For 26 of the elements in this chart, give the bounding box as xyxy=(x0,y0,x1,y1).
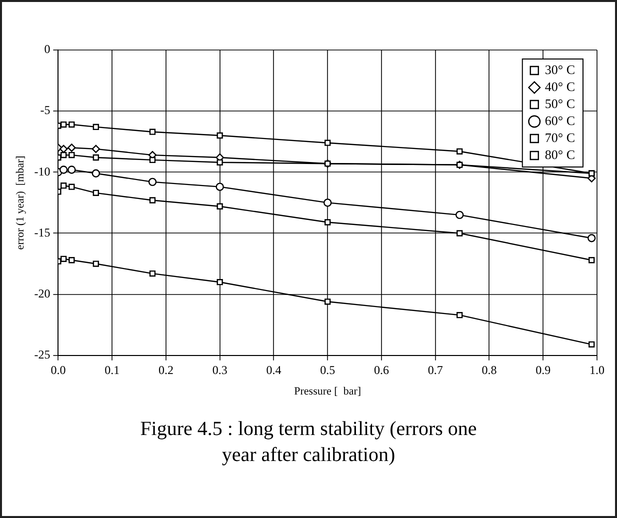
x-axis-title: Pressure [ bar] xyxy=(294,385,362,398)
y-tick-label: -15 xyxy=(34,225,50,240)
legend-label: 70° C xyxy=(544,130,576,145)
legend-label: 50° C xyxy=(544,96,576,111)
legend-label: 40° C xyxy=(544,78,576,94)
y-tick-label: -10 xyxy=(34,164,50,178)
y-tick-label: 0 xyxy=(44,42,50,56)
x-tick-label: 0.0 xyxy=(50,362,66,377)
x-tick-label: 0.5 xyxy=(320,362,336,377)
x-tick-label: 0.7 xyxy=(428,362,443,377)
y-axis-title: error (1 year) [mbar] xyxy=(14,156,26,250)
x-tick-label: 0.2 xyxy=(158,362,174,377)
x-tick-label: 0.3 xyxy=(212,362,228,377)
legend-label: 30° C xyxy=(544,62,576,77)
y-tick-label: -5 xyxy=(40,103,50,118)
x-tick-label: 0.6 xyxy=(374,362,389,377)
x-tick-label: 0.1 xyxy=(104,362,120,377)
y-tick-label: -20 xyxy=(34,286,50,300)
legend-label: 60° C xyxy=(544,112,576,128)
x-tick-label: 0.9 xyxy=(536,362,551,377)
x-tick-label: 1.0 xyxy=(590,362,604,377)
legend-label: 80° C xyxy=(544,146,576,162)
y-tick-label: -25 xyxy=(34,348,50,362)
caption: Figure 4.5 : long term stability (errors one year after calibration) xyxy=(139,417,478,468)
x-tick-label: 0.4 xyxy=(266,362,282,377)
x-tick-label: 0.8 xyxy=(482,362,497,377)
